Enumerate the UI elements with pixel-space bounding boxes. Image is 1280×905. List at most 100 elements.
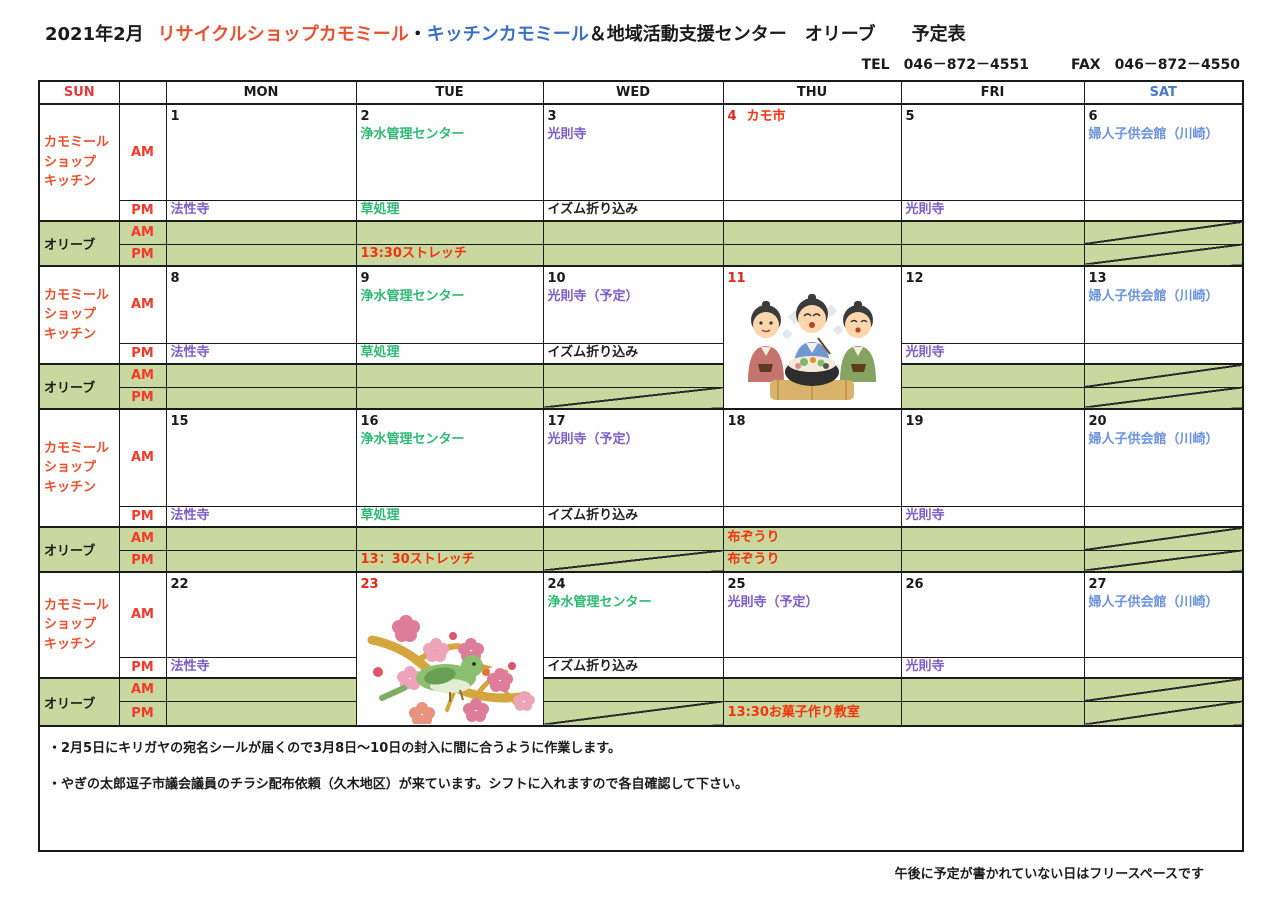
day-cell (355, 526, 544, 551)
contact-line: TEL 046－872－4551 FAX 046－872－4550 (862, 54, 1240, 74)
note-line: ・2月5日にキリガヤの宛名シールが届くので3月8日～10日の封入に間に合うように… (48, 741, 621, 756)
day-cell: 13 婦人子供会館（川崎） (1083, 265, 1244, 344)
date-label: 3 (547, 109, 557, 124)
am-label: AM (118, 363, 167, 388)
shop-label: カモミール ショップ キッチン (38, 571, 120, 679)
date-label: 23 (360, 577, 379, 592)
day-cell: 1 (165, 103, 357, 201)
title-dot: ・ (408, 24, 427, 45)
event-label: イズム折り込み (547, 658, 639, 674)
pm-label: PM (118, 700, 167, 727)
day-cell (542, 220, 724, 245)
header-sat: SAT (1083, 80, 1244, 105)
week1-olive-pm-row: PM 13:30ストレッチ (39, 243, 1244, 267)
day-cell: 10 光則寺（予定） (542, 265, 724, 344)
crossed-out-cell (1083, 549, 1244, 573)
event-label: 婦人子供会館（川崎） (1088, 432, 1219, 447)
day-cell: 16 浄水管理センター (355, 408, 544, 507)
shop-label: カモミール ショップ キッチン (38, 265, 120, 365)
title-shop1: リサイクルショップカモミール (157, 24, 409, 45)
date-label: 4 (727, 109, 737, 124)
day-cell (1083, 656, 1244, 679)
day-cell: 草処理 (355, 199, 544, 222)
day-cell: 5 (900, 103, 1085, 201)
day-cell: 25 光則寺（予定） (722, 571, 902, 658)
week2-olive-am-row: オリーブ AM (38, 363, 1244, 410)
notes-box: ・2月5日にキリガヤの宛名シールが届くので3月8日～10日の封入に間に合うように… (38, 725, 1244, 852)
day-cell: 18 (722, 408, 902, 507)
am-label: AM (118, 571, 167, 658)
day-cell (165, 677, 357, 702)
day-cell: イズム折り込み (542, 505, 724, 528)
event-label: 草処理 (360, 344, 400, 360)
day-cell: イズム折り込み (542, 656, 724, 679)
event-label: カモ市 (746, 109, 786, 124)
day-cell: 17 光則寺（予定） (542, 408, 724, 507)
day-cell (355, 386, 544, 410)
page-title: 2021年2月 リサイクルショップカモミール・キッチンカモミール＆地域活動支援セン… (45, 20, 966, 46)
am-label: AM (118, 265, 167, 344)
date-label: 24 (547, 577, 566, 592)
week3-olive-am-row: オリーブ AM 布ぞうり (38, 526, 1244, 573)
event-label: 浄水管理センター (547, 595, 652, 610)
notes-row: ・2月5日にキリガヤの宛名シールが届くので3月8日～10日の封入に間に合うように… (38, 725, 1244, 852)
crossed-out-cell (1083, 363, 1244, 388)
title-month: 2021年2月 (45, 24, 144, 45)
am-label: AM (118, 408, 167, 507)
event-label: 婦人子供会館（川崎） (1088, 289, 1219, 304)
day-cell: 20 婦人子供会館（川崎） (1083, 408, 1244, 507)
shop-label: カモミール ショップ キッチン (38, 103, 120, 222)
pm-label: PM (118, 199, 167, 222)
day-cell: 法性寺 (165, 505, 357, 528)
day-cell (900, 363, 1085, 388)
event-label: 光則寺 (905, 344, 945, 360)
day-cell (900, 386, 1085, 410)
day-cell (900, 700, 1085, 727)
day-cell: 4 カモ市 (722, 103, 902, 201)
plum-blossom-bird-illustration (367, 615, 535, 724)
event-label: 光則寺 (905, 201, 945, 217)
header-sun: SUN (38, 80, 120, 105)
week3-pm-row: PM 法性寺 草処理 イズム折り込み 光則寺 (39, 505, 1244, 528)
day-cell: 布ぞうり (722, 549, 902, 573)
week2-pm-row: PM 法性寺 草処理 イズム折り込み 光則寺 (39, 342, 1244, 365)
event-label: 布ぞうり (727, 552, 780, 568)
pm-label: PM (118, 505, 167, 528)
date-label: 27 (1088, 577, 1107, 592)
event-label: 婦人子供会館（川崎） (1088, 595, 1219, 610)
day-cell: 草処理 (355, 505, 544, 528)
fax-number: FAX 046－872－4550 (1071, 57, 1240, 73)
crossed-out-cell (1083, 677, 1244, 702)
date-label: 22 (170, 577, 189, 592)
event-label: イズム折り込み (547, 507, 639, 523)
shop-label: カモミール ショップ キッチン (38, 408, 120, 528)
day-cell: 24 浄水管理センター (542, 571, 724, 658)
day-cell: 法性寺 (165, 199, 357, 222)
event-label: 布ぞうり (727, 530, 780, 546)
event-label: 光則寺（予定） (547, 289, 639, 304)
event-label: 婦人子供会館（川崎） (1088, 127, 1219, 142)
day-cell: 草処理 (355, 342, 544, 365)
day-cell: 13：30ストレッチ (355, 549, 544, 573)
event-label: 光則寺 (547, 127, 587, 142)
day-cell: イズム折り込み (542, 199, 724, 222)
day-cell: 15 (165, 408, 357, 507)
am-label: AM (118, 220, 167, 245)
event-label: 光則寺 (905, 507, 945, 523)
week4-am-row: カモミール ショップ キッチン AM 22 23 (38, 571, 1244, 727)
schedule-table: SUN MON TUE WED THU FRI SAT カモミール ショップ キ… (38, 80, 1244, 852)
day-cell: 13:30ストレッチ (355, 243, 544, 267)
date-label: 6 (1088, 109, 1098, 124)
day-cell (165, 243, 357, 267)
week1-olive-am-row: オリーブ AM (38, 220, 1244, 267)
date-label: 25 (727, 577, 746, 592)
day-cell (165, 549, 357, 573)
day-cell (1083, 505, 1244, 528)
olive-label: オリーブ (38, 363, 120, 410)
date-label: 16 (360, 414, 379, 429)
footer-note: 午後に予定が書かれていない日はフリースペースです (894, 867, 1204, 882)
day-cell (900, 243, 1085, 267)
day-cell (1083, 342, 1244, 365)
event-label: イズム折り込み (547, 201, 639, 217)
day-cell: 法性寺 (165, 342, 357, 365)
